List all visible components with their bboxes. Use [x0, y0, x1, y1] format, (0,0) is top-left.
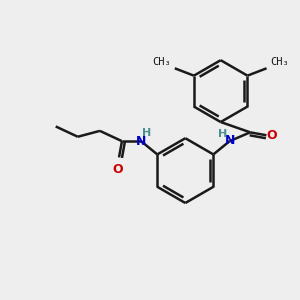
Text: H: H — [142, 128, 152, 138]
Text: H: H — [218, 129, 227, 139]
Text: N: N — [225, 134, 235, 147]
Text: CH₃: CH₃ — [152, 57, 171, 67]
Text: CH₃: CH₃ — [270, 57, 289, 67]
Text: N: N — [136, 135, 147, 148]
Text: O: O — [266, 129, 277, 142]
Text: O: O — [112, 163, 123, 176]
